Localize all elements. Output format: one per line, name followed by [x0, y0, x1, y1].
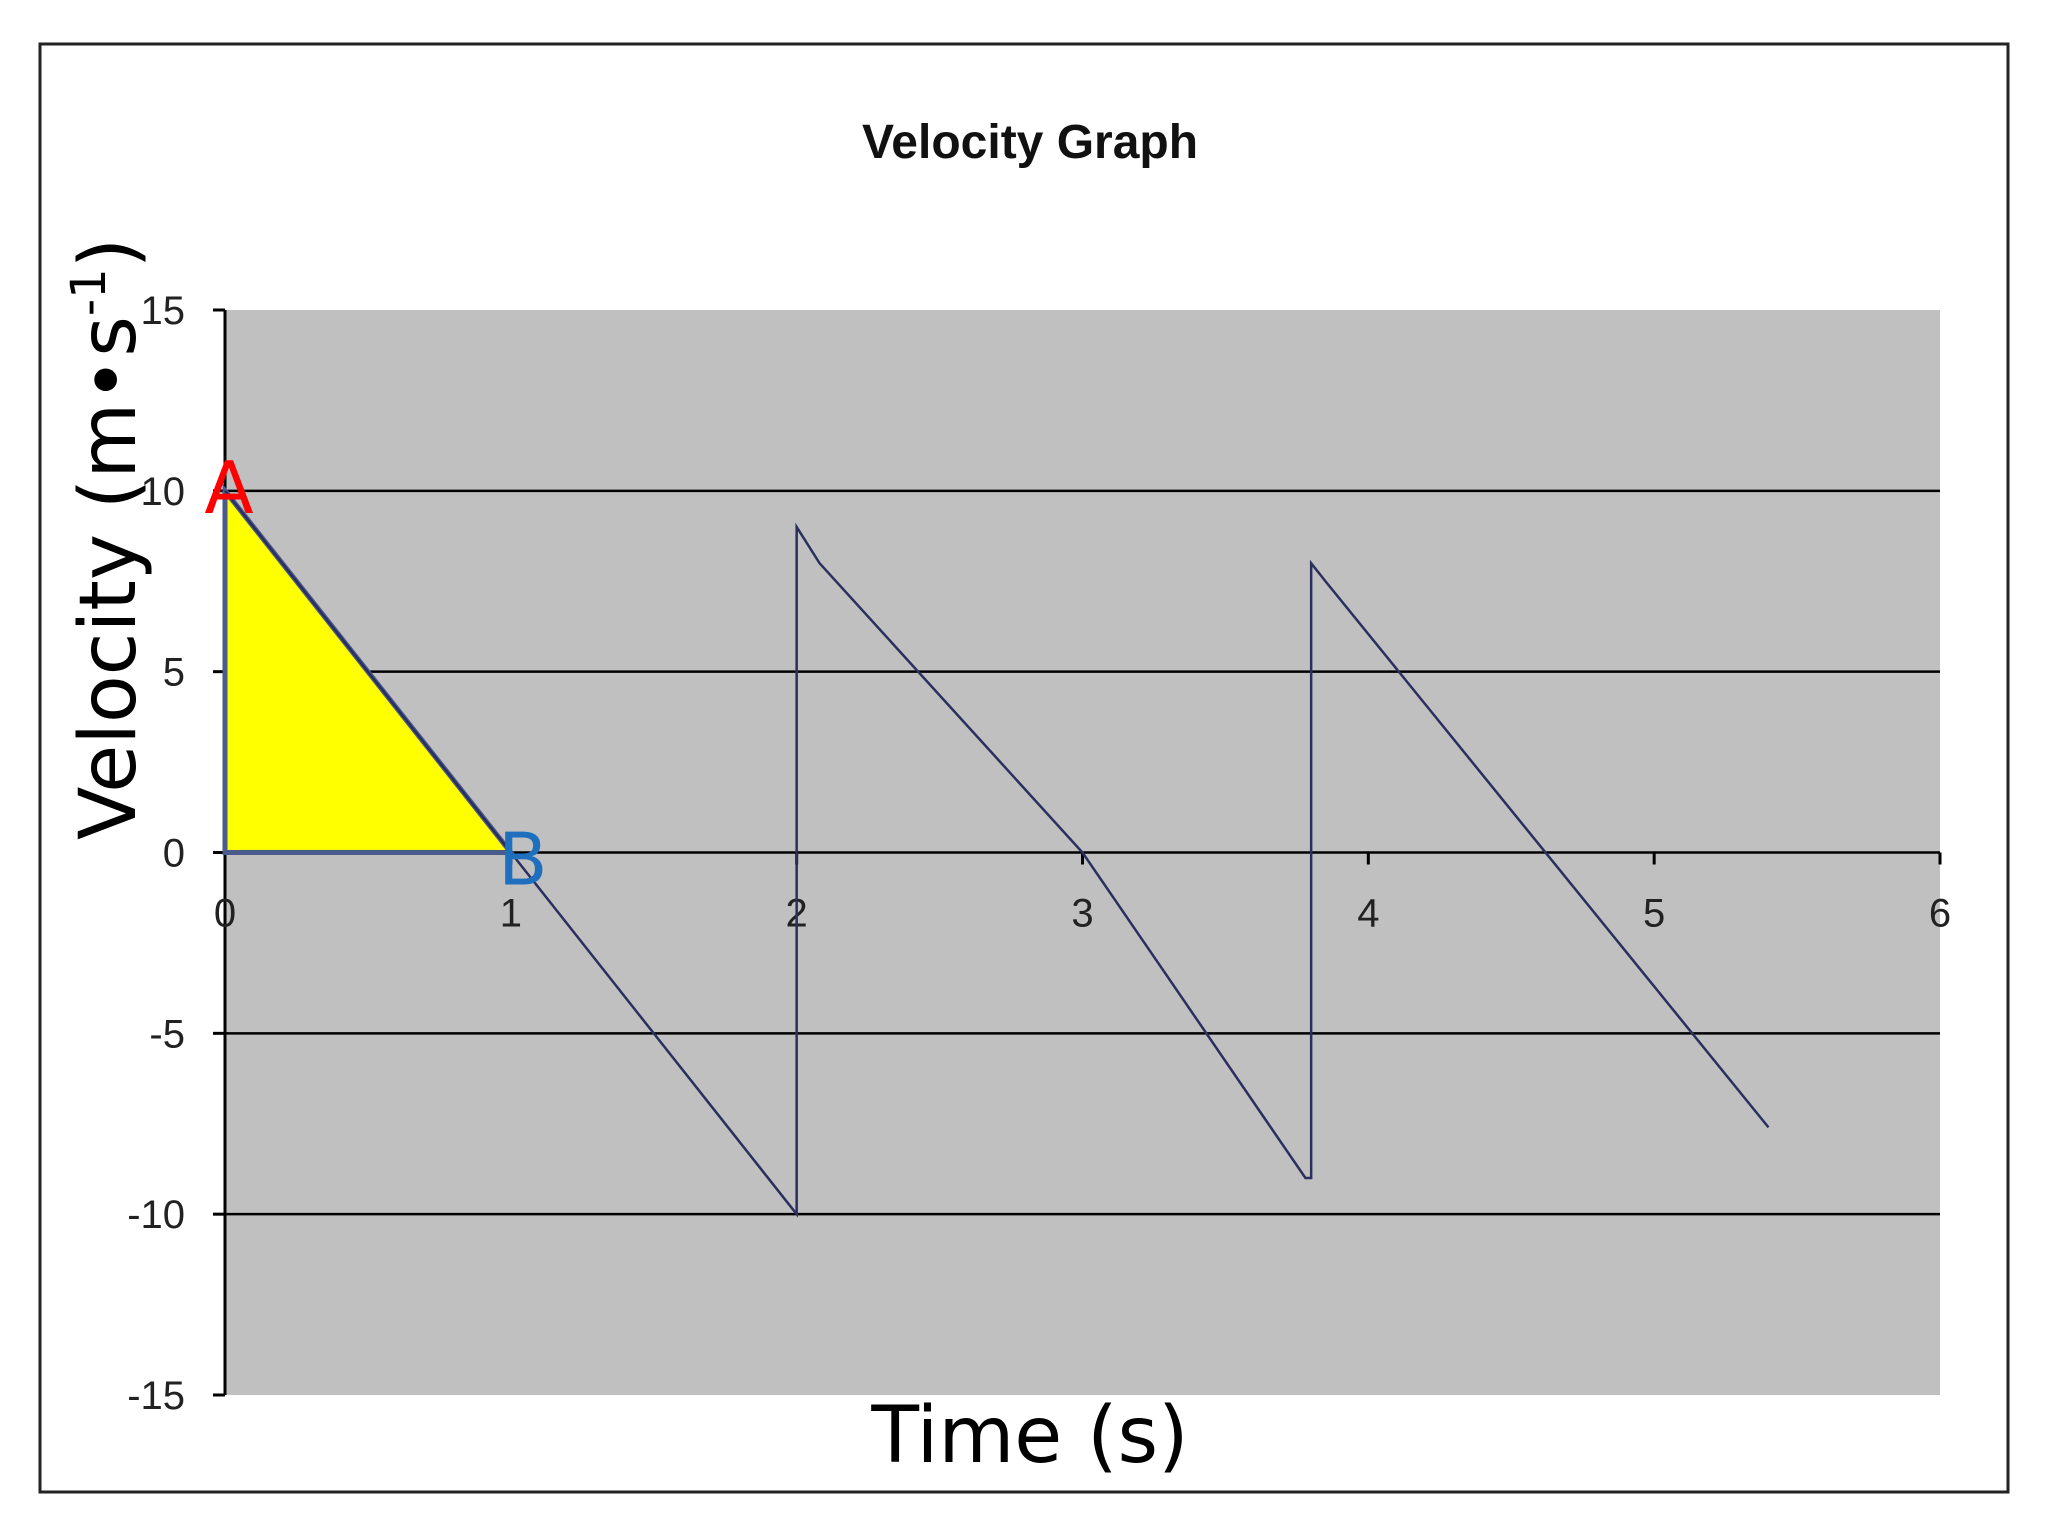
y-tick-label: 10: [141, 470, 186, 514]
y-tick-label: -15: [127, 1374, 185, 1418]
annotation-labels: AB: [204, 446, 547, 902]
x-tick-label: 5: [1643, 892, 1665, 936]
y-tick-label: -10: [127, 1193, 185, 1237]
y-axis-title-main: Velocity (m•s: [64, 316, 154, 840]
y-axis-title: Velocity (m•s-1): [61, 238, 154, 840]
point-label-b: B: [498, 818, 547, 902]
y-tick-label: 0: [163, 832, 185, 876]
y-axis-title-close: ): [64, 238, 154, 268]
y-tick-label: 5: [163, 651, 185, 695]
chart-title: Velocity Graph: [862, 116, 1198, 169]
y-tick-label: 15: [141, 289, 186, 333]
y-axis-title-superscript: -1: [61, 268, 117, 316]
point-label-a: A: [204, 446, 253, 530]
x-tick-label: 4: [1357, 892, 1379, 936]
x-tick-label: 3: [1071, 892, 1093, 936]
velocity-series-line: [224, 490, 1770, 1218]
y-tick-label: -5: [149, 1012, 185, 1056]
x-tick-label: 1: [500, 892, 522, 936]
x-tick-label: 6: [1929, 892, 1951, 936]
x-tick-label: 0: [214, 892, 236, 936]
x-axis-title: Time (s): [870, 1391, 1188, 1481]
